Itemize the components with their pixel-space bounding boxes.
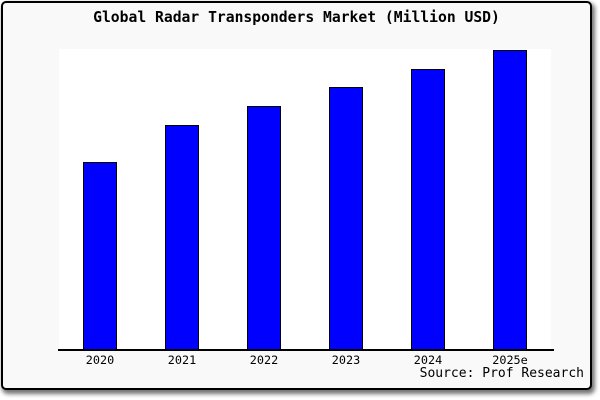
x-tick-2025e: 2025e bbox=[492, 353, 528, 367]
plot-area bbox=[59, 49, 551, 350]
bar-2022 bbox=[247, 106, 281, 350]
bar-2021 bbox=[165, 125, 199, 350]
bar-2020 bbox=[83, 162, 117, 350]
chart-title: Global Radar Transponders Market (Millio… bbox=[93, 9, 500, 26]
x-tick-2021: 2021 bbox=[167, 353, 197, 367]
source-note: Source: Prof Research bbox=[419, 366, 584, 381]
x-tick-2020: 2020 bbox=[85, 353, 115, 367]
bar-2025e bbox=[493, 50, 527, 350]
x-tick-2024: 2024 bbox=[413, 353, 443, 367]
bar-2024 bbox=[411, 69, 445, 350]
bar-2023 bbox=[329, 87, 363, 350]
chart-card: Global Radar Transponders Market (Millio… bbox=[1, 1, 592, 390]
x-tick-2022: 2022 bbox=[249, 353, 279, 367]
x-tick-2023: 2023 bbox=[331, 353, 361, 367]
x-axis-line bbox=[58, 349, 554, 351]
